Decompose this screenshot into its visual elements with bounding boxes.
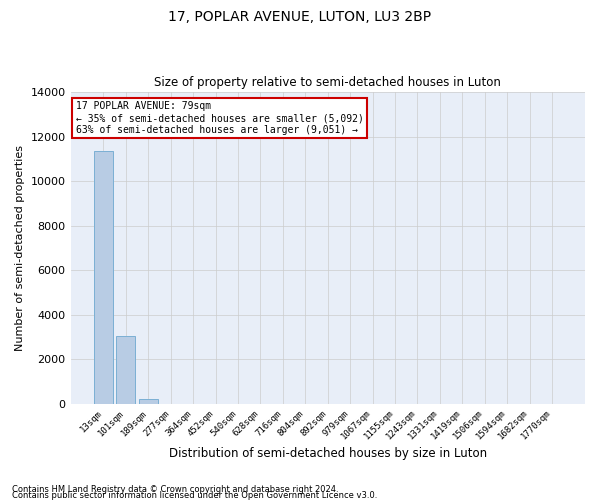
Bar <box>116 336 136 404</box>
Text: 17, POPLAR AVENUE, LUTON, LU3 2BP: 17, POPLAR AVENUE, LUTON, LU3 2BP <box>169 10 431 24</box>
Text: 17 POPLAR AVENUE: 79sqm
← 35% of semi-detached houses are smaller (5,092)
63% of: 17 POPLAR AVENUE: 79sqm ← 35% of semi-de… <box>76 102 364 134</box>
X-axis label: Distribution of semi-detached houses by size in Luton: Distribution of semi-detached houses by … <box>169 447 487 460</box>
Text: Contains HM Land Registry data © Crown copyright and database right 2024.: Contains HM Land Registry data © Crown c… <box>12 484 338 494</box>
Y-axis label: Number of semi-detached properties: Number of semi-detached properties <box>15 145 25 351</box>
Title: Size of property relative to semi-detached houses in Luton: Size of property relative to semi-detach… <box>154 76 501 90</box>
Text: Contains public sector information licensed under the Open Government Licence v3: Contains public sector information licen… <box>12 490 377 500</box>
Bar <box>139 399 158 404</box>
Bar <box>94 151 113 404</box>
